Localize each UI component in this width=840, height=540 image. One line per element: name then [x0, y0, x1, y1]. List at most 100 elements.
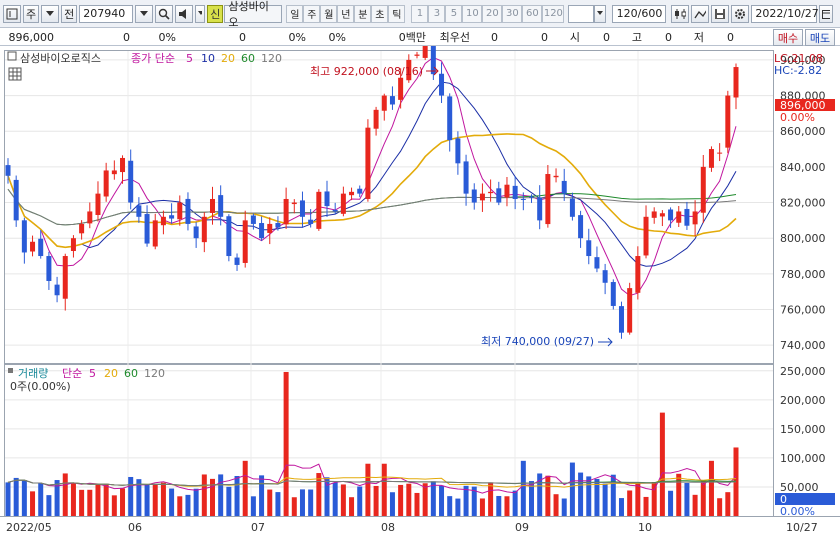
panel-menu-icon[interactable] — [7, 51, 17, 61]
volume-bar — [316, 473, 322, 516]
candle-body — [651, 211, 657, 218]
volume-bar — [259, 475, 265, 516]
volume-bar — [275, 492, 281, 516]
date-field[interactable]: 2022/10/27 — [751, 4, 819, 23]
candle-body — [201, 216, 207, 243]
save-icon[interactable] — [711, 4, 730, 23]
interval-5[interactable]: 5 — [445, 4, 463, 23]
candle-body — [414, 54, 420, 56]
volume-bar — [291, 497, 297, 516]
tab-minute[interactable]: 분 — [354, 4, 372, 23]
volume-bar — [512, 490, 518, 516]
candle-body — [471, 189, 477, 203]
quote-info-bar: 896,000 0 0% 0 0% 0% 0백만 최우선 0 0 시 0 고 0… — [0, 28, 840, 46]
market-dropdown-icon[interactable] — [41, 4, 60, 23]
price-volume-chart[interactable]: 900,000880,000860,000840,000820,000800,0… — [0, 46, 840, 540]
tab-year[interactable]: 년 — [337, 4, 355, 23]
volume-panel-icon[interactable] — [8, 368, 13, 373]
candle-body — [340, 193, 346, 214]
x-label-may: 2022/05 — [6, 521, 52, 534]
candle-body — [21, 220, 27, 253]
volume-bar — [627, 490, 633, 516]
hc-label: HC:-2.82 — [774, 64, 822, 77]
volume-tick-label: 200,000 — [780, 394, 826, 407]
volume-bar — [136, 479, 142, 516]
search-icon[interactable] — [155, 4, 174, 23]
candle-body — [537, 197, 543, 221]
candle-body — [373, 109, 379, 129]
market-type-button[interactable]: 주 — [23, 4, 40, 23]
candle-body — [316, 191, 322, 229]
interval-60[interactable]: 60 — [522, 4, 543, 23]
candle-body — [602, 270, 608, 283]
interval-dropdown-icon[interactable] — [594, 4, 607, 23]
speaker-icon[interactable] — [175, 4, 194, 23]
candle-body — [561, 180, 567, 194]
volume-tick-label: 250,000 — [780, 365, 826, 378]
candle-body — [349, 191, 355, 196]
draw-line-icon[interactable] — [691, 4, 710, 23]
ma-10-label: 10 — [201, 52, 215, 65]
volume-ma-title: 단순 — [62, 367, 82, 380]
quote-volume: 0 — [239, 30, 246, 44]
candle-body — [708, 149, 714, 168]
volume-bar — [520, 460, 526, 516]
tab-tick[interactable]: 틱 — [388, 4, 406, 23]
volume-bar — [700, 480, 706, 516]
code-dropdown-icon[interactable] — [135, 4, 154, 23]
x-label-aug: 08 — [381, 521, 395, 534]
candle-body — [692, 211, 698, 225]
tab-week[interactable]: 주 — [303, 4, 321, 23]
interval-30[interactable]: 30 — [502, 4, 523, 23]
tab-month[interactable]: 월 — [320, 4, 338, 23]
volume-bar — [381, 463, 387, 516]
interval-20[interactable]: 20 — [482, 4, 503, 23]
volume-bar — [103, 483, 109, 516]
interval-custom-input[interactable] — [568, 4, 595, 23]
quote-price: 896,000 — [8, 30, 55, 44]
volume-bar — [717, 498, 723, 516]
price-tick-label: 840,000 — [780, 161, 826, 174]
candle-body — [70, 238, 76, 252]
volume-bar — [651, 482, 657, 516]
low-annotation: 최저 740,000 (09/27) — [481, 335, 594, 348]
interval-1[interactable]: 1 — [411, 4, 429, 23]
sound-dropdown-icon[interactable] — [195, 4, 206, 23]
volume-bar — [537, 473, 543, 516]
price-tick-label: 800,000 — [780, 232, 826, 245]
volume-bar — [242, 460, 248, 516]
volume-current: 0주(0.00%) — [10, 380, 71, 393]
open-label: 시 — [569, 31, 580, 44]
volume-bar — [684, 483, 690, 516]
volume-bar — [733, 447, 739, 516]
candle-body — [242, 220, 248, 263]
volume-bar — [578, 472, 584, 516]
candle-body — [618, 306, 624, 333]
buy-button[interactable]: 매수 — [773, 29, 803, 46]
gear-icon[interactable] — [731, 4, 750, 23]
candle-body — [193, 226, 199, 239]
volume-bar — [226, 486, 232, 516]
tab-second[interactable]: 초 — [371, 4, 389, 23]
interval-10[interactable]: 10 — [462, 4, 483, 23]
candle-body — [684, 208, 690, 226]
volume-bar — [398, 484, 404, 516]
volume-bar — [504, 496, 510, 516]
candle-body — [234, 257, 240, 265]
sell-button[interactable]: 매도 — [805, 29, 835, 46]
volume-bar — [21, 480, 27, 516]
high-arrow-icon — [426, 66, 439, 76]
stock-code-input[interactable]: 207940 — [79, 4, 134, 23]
chart-menu-icon[interactable] — [3, 4, 21, 23]
calendar-icon[interactable] — [819, 4, 834, 23]
candle-tools-icon[interactable] — [671, 4, 690, 23]
interval-3[interactable]: 3 — [428, 4, 446, 23]
prev-button[interactable]: 전 — [61, 4, 78, 23]
data-count-field[interactable]: 120/600 — [612, 4, 667, 23]
volume-bar — [144, 484, 150, 516]
grid-toggle-icon[interactable] — [8, 67, 22, 81]
volume-bar — [463, 485, 469, 516]
interval-120[interactable]: 120 — [542, 4, 565, 23]
tab-day[interactable]: 일 — [286, 4, 304, 23]
price-tick-label: 740,000 — [780, 339, 826, 352]
